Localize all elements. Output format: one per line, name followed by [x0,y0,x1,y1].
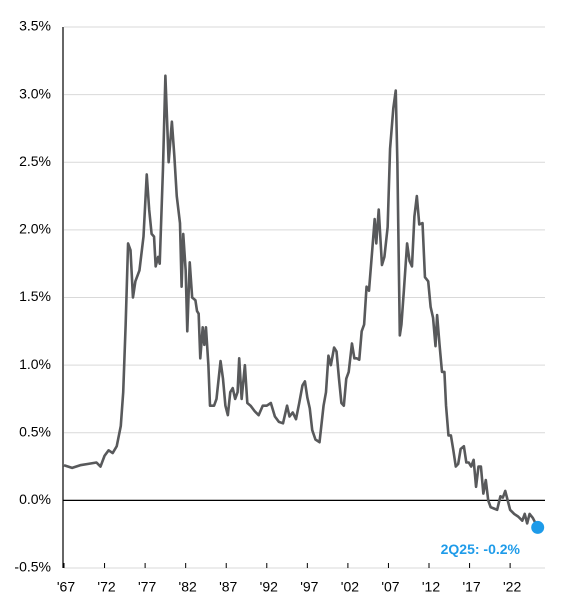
x-tick-label: '97 [300,579,318,595]
latest-point [531,520,545,534]
x-tick-label: '92 [260,579,278,595]
x-tick-label: '12 [422,579,440,595]
x-tick-label: '02 [341,579,359,595]
y-tick-label: 0.5% [19,423,51,439]
x-tick-label: '72 [97,579,115,595]
x-tick-label: '77 [138,579,156,595]
x-tick-label: '67 [57,579,75,595]
y-tick-label: 0.0% [19,491,51,507]
y-tick-label: 2.5% [19,153,51,169]
x-tick-label: '87 [219,579,237,595]
x-tick-label: '17 [462,579,480,595]
y-tick-label: 1.5% [19,288,51,304]
y-tick-label: 1.0% [19,356,51,372]
y-tick-label: -0.5% [14,559,51,575]
y-tick-label: 3.0% [19,85,51,101]
x-tick-label: '82 [179,579,197,595]
data-line [63,74,539,529]
annotation: 2Q25: -0.2% [441,541,521,557]
y-tick-label: 3.5% [19,18,51,34]
x-tick-label: '07 [381,579,399,595]
x-tick-label: '22 [503,579,521,595]
y-tick-label: 2.0% [19,221,51,237]
